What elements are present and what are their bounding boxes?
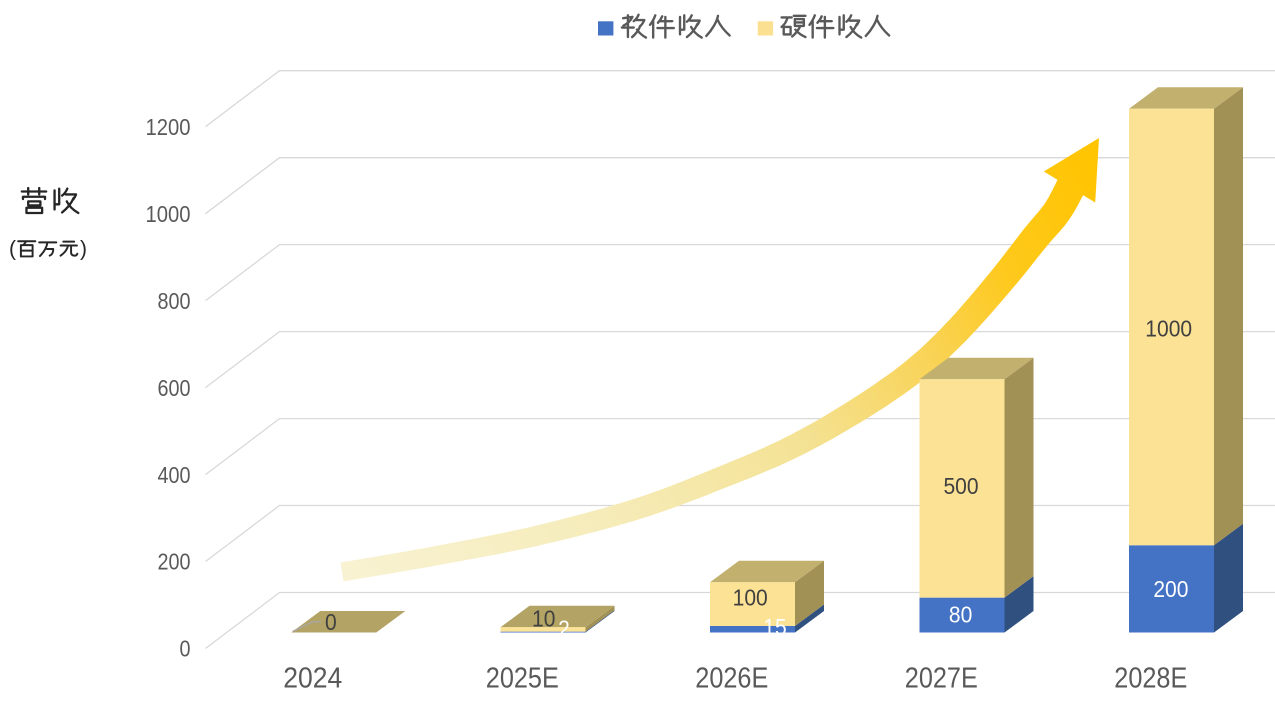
svg-text:1000: 1000 <box>146 201 191 227</box>
svg-text:1000: 1000 <box>1145 315 1192 341</box>
svg-text:200: 200 <box>1153 576 1188 602</box>
svg-text:): ) <box>80 238 87 261</box>
svg-text:100: 100 <box>733 585 768 611</box>
svg-text:(: ( <box>9 238 16 261</box>
svg-text:2028E: 2028E <box>1114 662 1187 694</box>
svg-text:2024: 2024 <box>283 662 342 694</box>
svg-text:600: 600 <box>158 375 191 401</box>
svg-text:400: 400 <box>158 462 191 488</box>
svg-text:200: 200 <box>158 549 191 575</box>
svg-text:0: 0 <box>180 636 191 662</box>
svg-text:2: 2 <box>558 615 570 641</box>
svg-text:800: 800 <box>158 288 191 314</box>
svg-text:2026E: 2026E <box>695 662 768 694</box>
svg-text:15: 15 <box>763 614 786 640</box>
svg-text:10: 10 <box>532 605 555 631</box>
svg-text:80: 80 <box>949 602 972 628</box>
svg-text:2027E: 2027E <box>905 662 978 694</box>
svg-text:0: 0 <box>325 609 337 635</box>
svg-text:2025E: 2025E <box>486 662 559 694</box>
svg-text:500: 500 <box>943 473 978 499</box>
svg-text:1200: 1200 <box>146 114 191 140</box>
